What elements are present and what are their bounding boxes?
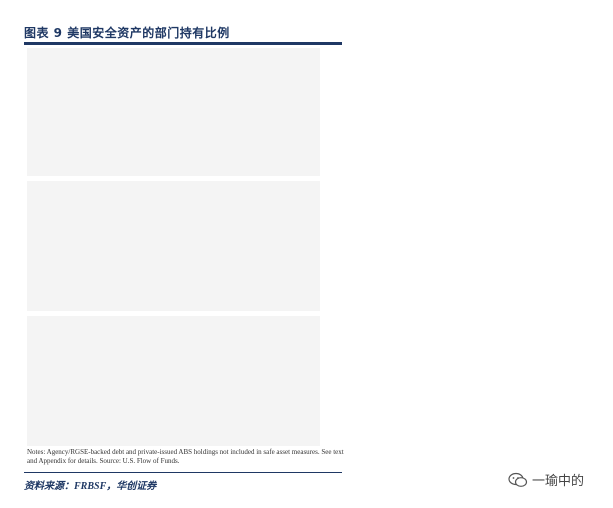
wechat-icon [508,472,528,487]
chart-panel-rest-of-world: C. Rest of World Holdings020406080100198… [27,316,320,446]
panel-background [27,316,320,446]
source-line: 资料来源：FRBSF，华创证券 [24,481,157,492]
title-rule [24,42,342,45]
panel-background [27,48,320,176]
watermark-text: 一瑜中的 [532,474,585,489]
watermark: 一瑜中的 [508,470,584,489]
bottom-rule [24,472,342,473]
figure-title: 图表 9 美国安全资产的部门持有比例 [24,26,230,40]
chart-panel-household: A. U.S. Household and Business Holdings0… [27,48,320,176]
figure-notes: Notes: Agency/RGSE-backed debt and priva… [27,448,344,465]
chart-panel-financial: B. U.S. Private Financial Institution Ho… [27,181,320,311]
panel-background [27,181,320,311]
